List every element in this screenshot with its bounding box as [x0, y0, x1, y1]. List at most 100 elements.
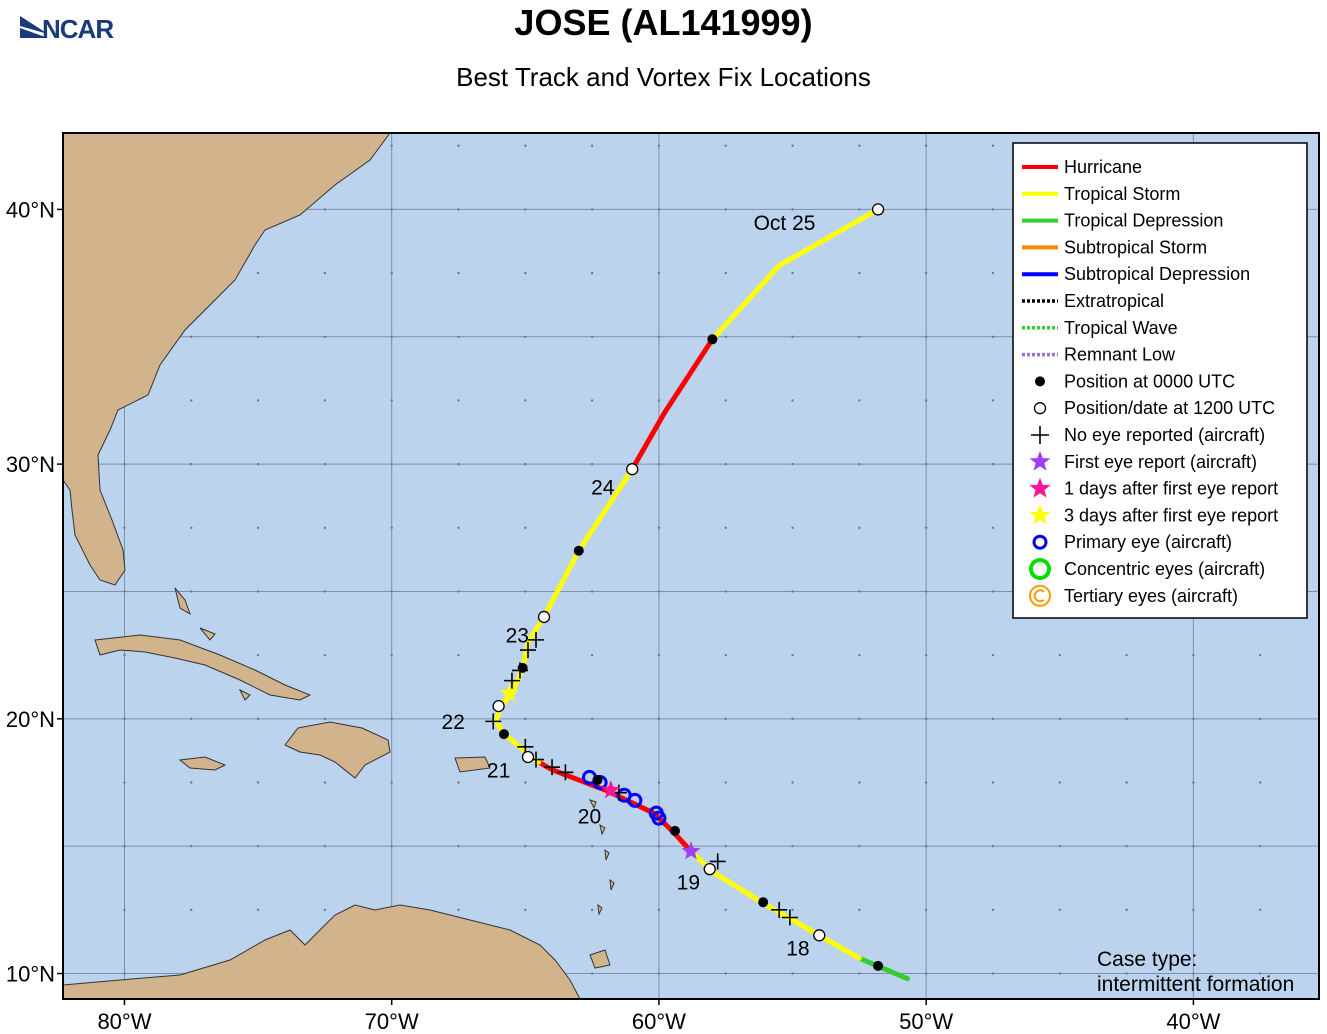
grid-dot — [524, 399, 527, 402]
legend-item-label: Tropical Depression — [1064, 211, 1223, 231]
grid-dot — [1192, 844, 1195, 848]
grid-dot — [924, 972, 928, 975]
position-0000-dot — [669, 825, 680, 836]
grid-dot — [457, 526, 460, 529]
grid-dot — [590, 717, 594, 721]
position-0000-dot — [573, 545, 584, 556]
grid-dot — [991, 399, 995, 402]
grid-dot — [791, 271, 794, 275]
position-0000-dot — [517, 662, 528, 673]
grid-dot — [724, 717, 727, 721]
grid-dot — [858, 717, 861, 721]
grid-dot — [657, 144, 661, 147]
grid-dot — [791, 653, 794, 657]
grid-dot — [657, 526, 661, 529]
grid-dot — [457, 462, 460, 466]
grid-dot — [123, 844, 126, 848]
grid-dot — [991, 844, 995, 848]
grid-dot — [924, 208, 928, 211]
grid-dot — [1125, 844, 1128, 848]
grid-dot — [390, 781, 393, 784]
grid-dot — [323, 908, 327, 912]
date-label: 18 — [786, 938, 809, 961]
grid-dot — [190, 399, 193, 402]
grid-dot — [724, 908, 727, 912]
track-segment-hurricane — [536, 759, 694, 854]
land-masses — [63, 133, 615, 999]
grid-dot — [924, 908, 928, 912]
grid-dot — [524, 844, 527, 848]
grid-dot — [590, 271, 594, 275]
grid-dot — [657, 462, 661, 466]
grid-dot — [323, 526, 327, 529]
grid-dot — [724, 271, 727, 275]
grid-dot — [858, 526, 861, 529]
grid-dot — [858, 653, 861, 657]
grid-dot — [190, 590, 193, 593]
grid-dot — [924, 590, 928, 593]
grid-dot — [657, 844, 661, 848]
grid-dot — [190, 526, 193, 529]
grid-dot — [1125, 781, 1128, 784]
grid-dot — [323, 335, 327, 338]
grid-dot — [991, 462, 995, 466]
legend-dot-icon — [1035, 376, 1045, 387]
legend-ring-icon — [1032, 534, 1048, 550]
grid-dot — [1058, 717, 1061, 721]
legend-item: Tropical Depression — [1022, 211, 1223, 231]
position-1200-dot — [813, 929, 826, 942]
no-eye-fix-marker — [557, 764, 574, 781]
grid-dot — [657, 399, 661, 402]
grid-dot — [524, 781, 527, 784]
grid-dot — [924, 144, 928, 147]
grid-dot — [524, 462, 527, 466]
grid-dot — [1192, 717, 1195, 721]
grid-dot — [991, 271, 995, 275]
grid-dot — [190, 462, 193, 466]
position-1200-dot — [492, 699, 505, 713]
grid-dot — [924, 717, 928, 721]
legend-thick-ring-icon — [1029, 558, 1051, 580]
legend-item: Hurricane — [1022, 157, 1142, 177]
grid-dot — [390, 144, 393, 147]
grid-dot — [1259, 781, 1262, 784]
grid-dot — [590, 972, 594, 975]
grid-dot — [724, 335, 727, 338]
position-1200-dot — [626, 463, 639, 476]
y-tick-label: 30°N — [6, 452, 55, 477]
grid-dots — [123, 144, 1262, 975]
legend-box — [1012, 142, 1308, 619]
legend-item-label: Extratropical — [1064, 291, 1164, 311]
y-tick-label: 40°N — [6, 197, 55, 222]
position-0000-dot — [873, 960, 884, 971]
grid-dot — [924, 462, 928, 466]
grid-dot — [457, 271, 460, 275]
no-eye-fix-marker — [544, 759, 561, 776]
grid-dot — [590, 590, 594, 593]
legend-plus-icon — [1031, 426, 1049, 444]
grid-dot — [724, 144, 727, 147]
lesser-antilles — [589, 799, 615, 916]
grid-dot — [524, 144, 527, 147]
grid-dot — [123, 908, 126, 912]
grid-dot — [791, 526, 794, 529]
x-tick-label: 60°W — [632, 1009, 686, 1034]
page-title: JOSE (AL141999) — [514, 2, 813, 43]
grid-dot — [524, 271, 527, 275]
jamaica — [178, 756, 227, 771]
grid-dot — [1192, 781, 1195, 784]
grid-dot — [323, 844, 327, 848]
grid-dot — [1259, 717, 1262, 721]
legend-star-icon — [1029, 450, 1051, 471]
grid-dot — [924, 335, 928, 338]
south-america-coast — [63, 904, 581, 999]
grid-dot — [524, 526, 527, 529]
grid-dot — [123, 462, 126, 466]
legend-item-label: Remnant Low — [1064, 345, 1176, 365]
track-segment-hurricane — [629, 336, 715, 472]
grid-dot — [1125, 908, 1128, 912]
grid-dot — [323, 590, 327, 593]
grid-dot — [457, 781, 460, 784]
grid-dot — [791, 717, 794, 721]
